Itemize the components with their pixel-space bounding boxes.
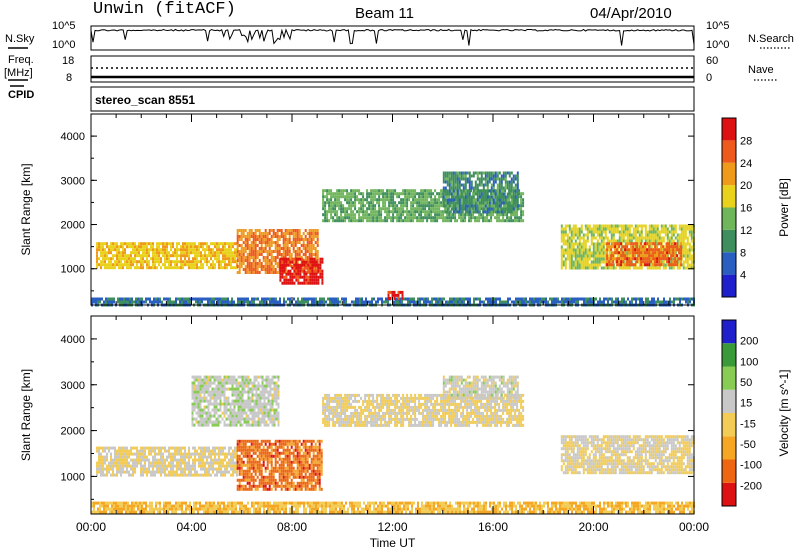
power-colorbar: 28 24 20 16 12 8 4 Power [dB] [721,117,791,298]
power-band-8 [387,290,404,300]
velocity-colorbar-swatch [722,436,736,460]
power-ytick-label: 3000 [61,175,85,187]
velocity-colorbar-tick: 15 [740,398,752,410]
nsky-tick-top: 10^5 [52,20,76,32]
beam-title: Beam 11 [355,5,414,22]
power-band-2 [279,257,324,285]
velocity-colorbar-tick: -15 [740,418,756,430]
power-colorbar-tick: 24 [740,158,752,170]
power-colorbar-tick: 16 [740,203,752,215]
power-colorbar-swatch [722,118,736,141]
xtick-label: 00:00 [76,520,106,534]
freq-panel-frame [90,55,695,83]
power-band-4 [442,171,519,214]
nsky-panel-frame [90,25,695,51]
velocity-frame [90,315,695,515]
velocity-colorbar-tick: 50 [740,377,752,389]
station-title: Unwin (fitACF) [93,0,236,19]
xtick-label: 04:00 [176,520,206,534]
freq-tick-top: 18 [62,55,74,67]
velocity-colorbar-tick: -50 [740,439,756,451]
cpid-panel-frame [90,86,695,112]
velocity-colorbar-swatch [722,343,736,367]
velocity-ytick-label: 3000 [61,380,85,392]
velocity-colorbar-swatch [722,366,736,390]
cpid-text: stereo_scan 8551 [95,93,195,107]
velocity-colorbar-swatch [722,389,736,413]
nave-tick-bottom: 0 [706,72,712,84]
velocity-colorbar: 200 100 50 15 -15 -50 -100 -200 Velocity [m s^-1… [721,319,791,507]
velocity-band-0 [96,446,238,477]
cpid-label: CPID [8,89,34,101]
xtick-label: 16:00 [478,520,508,534]
velocity-colorbar-tick: 100 [740,356,758,368]
xtick-label: 08:00 [277,520,307,534]
nsearch-tick-bottom: 10^0 [706,39,730,51]
freq-unit: [MHz] [4,67,33,79]
velocity-band-4 [560,435,695,475]
velocity-colorbar-label: Velocity [m s^-1] [777,370,791,457]
power-colorbar-tick: 8 [740,247,746,259]
nsky-label: N.Sky [5,33,35,45]
power-colorbar-label: Power [dB] [777,178,791,237]
nsky-trace [90,28,695,46]
velocity-band-6 [191,375,280,427]
power-colorbar-tick: 12 [740,225,752,237]
velocity-ytick-label: 2000 [61,426,85,438]
power-colorbar-swatch [722,274,736,297]
power-colorbar-swatch [722,207,736,230]
nave-tick-top: 60 [706,55,718,67]
xtick-label: 12:00 [377,520,407,534]
velocity-band-1 [236,439,323,491]
xlabel: Time UT [370,536,416,550]
velocity-colorbar-frame [721,319,737,507]
nsearch-tick-top: 10^5 [706,20,730,32]
power-colorbar-tick: 20 [740,180,752,192]
nave-label: Nave [748,64,774,76]
velocity-colorbar-tick: -200 [740,480,762,492]
velocity-band-5 [91,501,695,514]
power-colorbar-tick: 28 [740,135,752,147]
velocity-band-3 [442,375,519,400]
nsky-trace-line [90,28,695,46]
power-colorbar-swatch [722,229,736,253]
power-band-6 [606,242,683,267]
power-panel: 4000 3000 2000 1000 Slant Range [km] 28 24 20 16… [19,113,791,307]
velocity-colorbar-swatch [722,413,736,437]
velocity-colorbar-swatch [722,459,736,483]
velocity-ylabel: Slant Range [km] [19,369,33,461]
date-title: 04/Apr/2010 [590,5,672,22]
power-ylabel: Slant Range [km] [19,163,33,255]
power-band-0 [96,242,238,270]
power-colorbar-frame [721,117,737,298]
power-colorbar-tick: 4 [740,270,746,282]
power-ytick-label: 4000 [61,131,85,143]
nsky-tick-bottom: 10^0 [52,39,76,51]
power-ytick-label: 1000 [61,264,85,276]
velocity-ytick-label: 4000 [61,334,85,346]
power-colorbar-swatch [722,185,736,208]
velocity-panel: 4000 3000 2000 1000 Slant Range [km] 200 100 50… [19,315,791,550]
velocity-ytick-label: 1000 [61,471,85,483]
power-colorbar-swatch [722,162,736,186]
power-colorbar-swatch [722,252,736,275]
nsearch-label: N.Search [748,33,794,45]
velocity-colorbar-tick: -100 [740,460,762,472]
freq-label: Freq. [8,54,34,66]
xtick-label: 00:00 [679,520,709,534]
velocity-colorbar-swatch [722,482,736,506]
power-ytick-label: 2000 [61,220,85,232]
xtick-label: 20:00 [578,520,608,534]
velocity-colorbar-tick: 200 [740,336,758,348]
velocity-colorbar-swatch [722,320,736,344]
freq-tick-bottom: 8 [66,72,72,84]
power-colorbar-swatch [722,140,736,163]
